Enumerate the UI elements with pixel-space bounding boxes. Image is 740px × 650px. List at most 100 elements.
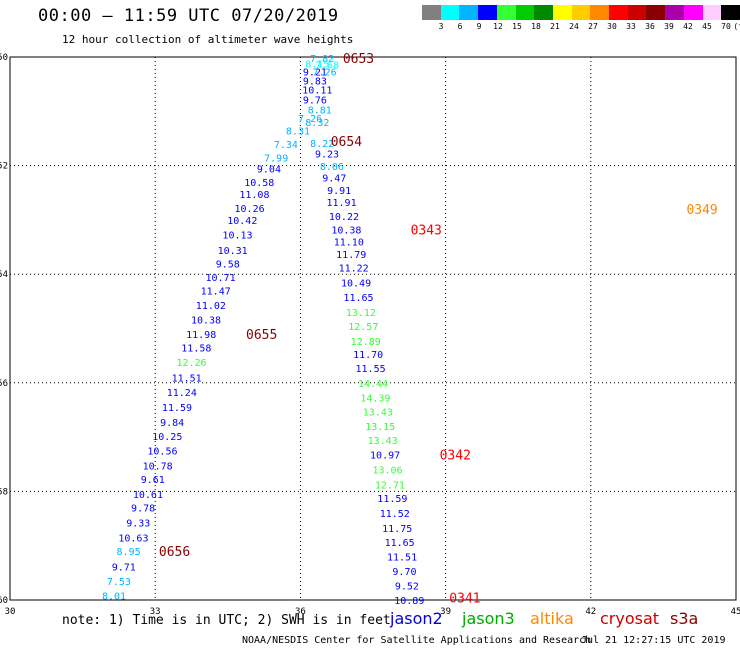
y-tick-label: -60 xyxy=(0,596,8,606)
wave-height-value: 11.51 xyxy=(387,553,417,564)
wave-height-value: 9.61 xyxy=(141,475,165,486)
wave-height-value: 8.81 xyxy=(308,106,332,117)
x-tick-label: 30 xyxy=(5,607,16,617)
wave-height-value: 8.95 xyxy=(117,547,141,558)
wave-height-value: 9.47 xyxy=(322,174,346,185)
wave-height-value: 8.31 xyxy=(286,126,310,137)
wave-height-value: 7.82 xyxy=(310,54,334,65)
color-scale-label: 21 xyxy=(550,22,560,31)
wave-height-value: 11.55 xyxy=(356,364,386,375)
wave-height-value: 9.84 xyxy=(160,418,184,429)
wave-height-value: 11.02 xyxy=(196,301,226,312)
wave-height-value: 10.25 xyxy=(152,432,182,443)
wave-height-value: 11.91 xyxy=(326,198,356,209)
color-scale-label: 12 xyxy=(493,22,503,31)
wave-height-value: 11.58 xyxy=(181,344,211,355)
wave-height-value: 10.26 xyxy=(235,204,265,215)
wave-height-value: 8.01 xyxy=(102,592,126,603)
color-scale-label: 42 xyxy=(683,22,693,31)
wave-height-value: 11.08 xyxy=(239,190,269,201)
wave-height-value: 10.97 xyxy=(370,450,400,461)
x-tick-label: 45 xyxy=(731,607,740,617)
wave-height-value: 9.91 xyxy=(327,186,351,197)
color-scale-swatch xyxy=(609,5,628,20)
wave-height-value: 11.75 xyxy=(382,524,412,535)
wave-height-value: 11.59 xyxy=(162,403,192,414)
wave-height-value: 9.78 xyxy=(131,504,155,515)
x-tick-label: 39 xyxy=(440,607,451,617)
y-tick-label: -52 xyxy=(0,162,8,172)
color-scale-swatch xyxy=(627,5,647,20)
pass-time-label: 0343 xyxy=(411,224,442,239)
wave-height-value: 10.11 xyxy=(302,86,332,97)
y-tick-label: -56 xyxy=(0,379,8,389)
color-scale-label: 24 xyxy=(569,22,579,31)
wave-height-value: 10.38 xyxy=(331,226,361,237)
wave-height-value: 7.99 xyxy=(264,153,288,164)
color-scale-swatch xyxy=(721,5,740,20)
wave-height-value: 8.22 xyxy=(310,139,334,150)
wave-height-value: 11.24 xyxy=(167,388,197,399)
wave-height-value: 9.52 xyxy=(395,581,419,592)
color-scale-swatch xyxy=(534,5,553,20)
wave-height-value: 7.26 xyxy=(313,68,337,79)
wave-height-value: 7.68 xyxy=(315,61,339,72)
wave-height-value: 12.71 xyxy=(375,480,405,491)
wave-height-value: 7.26 xyxy=(298,114,322,125)
wave-height-value: 7.53 xyxy=(107,577,131,588)
wave-height-value: 10.56 xyxy=(147,447,177,458)
wave-height-value: 8.15 xyxy=(305,60,329,71)
color-scale-label: 6 xyxy=(457,22,463,31)
color-scale-label: 33 xyxy=(626,22,636,31)
wave-height-value: 10.13 xyxy=(222,231,252,242)
wave-height-value: 13.43 xyxy=(363,408,393,419)
wave-height-value: 13.15 xyxy=(365,422,395,433)
wave-height-value: 14.39 xyxy=(360,393,390,404)
wave-height-value: 10.78 xyxy=(143,461,173,472)
wave-height-value: 13.43 xyxy=(368,436,398,447)
color-scale-label: (ft) xyxy=(733,22,740,31)
wave-height-value: 10.61 xyxy=(133,490,163,501)
color-scale-label: 18 xyxy=(531,22,541,31)
color-scale-label: 30 xyxy=(607,22,617,31)
wave-height-value: 9.33 xyxy=(126,518,150,529)
color-scale-label: 9 xyxy=(476,22,482,31)
wave-height-value: 11.51 xyxy=(172,373,202,384)
wave-height-value: 10.63 xyxy=(118,534,148,545)
satellite-legend-s3a: s3a xyxy=(670,609,699,628)
map-subtitle: 12 hour collection of altimeter wave hei… xyxy=(62,33,354,46)
color-scale-label: 45 xyxy=(702,22,712,31)
color-scale-swatch xyxy=(646,5,666,20)
wave-height-value: 11.98 xyxy=(186,330,216,341)
wave-height-value: 8.32 xyxy=(305,118,329,129)
y-tick-label: -58 xyxy=(0,487,8,497)
pass-time-label: 0342 xyxy=(440,448,471,463)
wave-height-value: 11.65 xyxy=(385,538,415,549)
color-scale-swatch xyxy=(478,5,497,20)
wave-height-value: 11.52 xyxy=(380,509,410,520)
x-tick-label: 33 xyxy=(150,607,161,617)
wave-height-value: 11.22 xyxy=(339,264,369,275)
satellite-legend-cryosat: cryosat xyxy=(600,609,660,628)
color-scale-swatch xyxy=(552,5,572,20)
pass-time-label: 0655 xyxy=(246,328,277,343)
color-scale-bar xyxy=(422,5,740,20)
wave-height-value: 14.44 xyxy=(358,379,388,390)
footer-timestamp: Jul 21 12:27:15 UTC 2019 xyxy=(581,635,726,646)
color-scale-swatch xyxy=(422,5,441,20)
y-tick-label: -50 xyxy=(0,53,8,63)
legend-note: note: 1) Time is in UTC; 2) SWH is in fe… xyxy=(62,613,391,628)
wave-height-value: 9.23 xyxy=(315,150,339,161)
plot-frame xyxy=(9,56,737,601)
wave-height-value: 13.12 xyxy=(346,308,376,319)
wave-height-value: 9.83 xyxy=(303,76,327,87)
wave-height-value: 10.22 xyxy=(329,212,359,223)
pass-time-label: 0653 xyxy=(343,52,374,67)
pass-time-label: 0349 xyxy=(686,203,717,218)
footer-credit: NOAA/NESDIS Center for Satellite Applica… xyxy=(242,635,592,646)
color-scale-swatch xyxy=(590,5,610,20)
color-scale-swatch xyxy=(571,5,591,20)
wave-height-value: 10.58 xyxy=(244,178,274,189)
